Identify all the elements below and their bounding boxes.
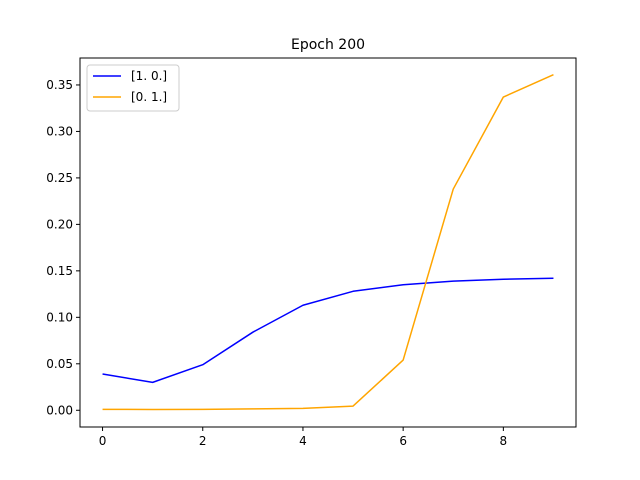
x-tick-label: 2 [199, 434, 207, 448]
x-tick-label: 4 [299, 434, 307, 448]
series-line-2 [102, 74, 554, 411]
x-tick-label: 0 [99, 434, 107, 448]
series-line-1 [102, 277, 554, 384]
y-tick-label: 0.00 [46, 403, 73, 417]
y-tick-label: 0.35 [46, 78, 73, 92]
x-tick-label: 6 [399, 434, 407, 448]
y-tick-label: 0.20 [46, 217, 73, 231]
y-tick-label: 0.15 [46, 264, 73, 278]
chart-title: Epoch 200 [291, 37, 365, 53]
series-lines [102, 74, 554, 411]
x-tick-label: 8 [500, 434, 508, 448]
y-tick-label: 0.30 [46, 124, 73, 138]
y-tick-label: 0.05 [46, 357, 73, 371]
legend-label: [0. 1.] [131, 90, 167, 104]
y-tick-label: 0.10 [46, 310, 73, 324]
plot-frame [79, 57, 577, 428]
legend: [1. 0.] [0. 1.] [86, 64, 180, 112]
y-tick-label: 0.25 [46, 171, 73, 185]
legend-label: [1. 0.] [131, 69, 167, 83]
axis-ticks: 0 2 4 6 8 0.00 0.05 0.10 0.15 0.20 0.25 0.30 0.35 [46, 78, 507, 448]
